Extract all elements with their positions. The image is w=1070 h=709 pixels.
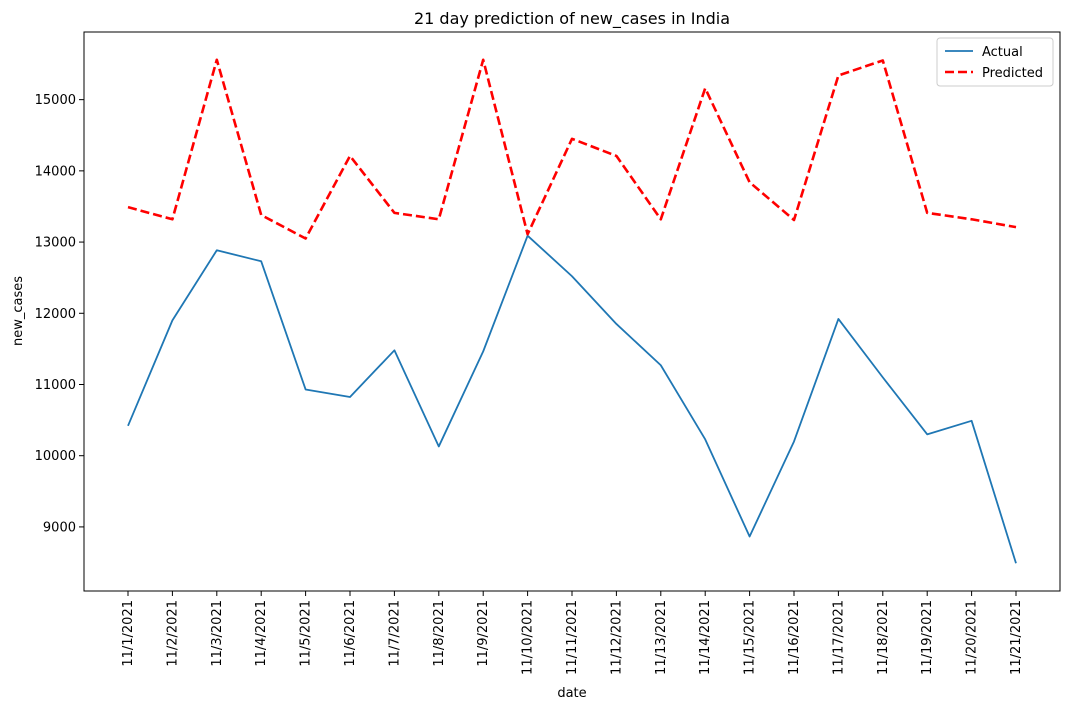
x-tick-label: 11/10/2021 (521, 600, 536, 675)
x-tick-label: 11/2/2021 (165, 600, 180, 667)
y-tick-label: 13000 (35, 236, 76, 251)
x-tick-label: 11/6/2021 (343, 600, 358, 667)
x-tick-label: 11/19/2021 (920, 600, 935, 675)
series-line-actual (127, 234, 1017, 564)
x-axis: 11/1/2021 11/2/2021 11/3/2021 11/4/2021 11/5… (121, 591, 1024, 675)
legend-label-predicted: Predicted (982, 66, 1043, 81)
y-axis-label: new_cases (11, 276, 26, 346)
x-axis-label: date (557, 686, 586, 701)
y-tick-label: 10000 (35, 449, 76, 464)
x-tick-label: 11/15/2021 (743, 600, 758, 675)
x-tick-label: 11/3/2021 (210, 600, 225, 667)
series-group (127, 58, 1017, 564)
x-tick-label: 11/14/2021 (698, 600, 713, 675)
plot-area (83, 31, 1061, 592)
x-tick-label: 11/4/2021 (254, 600, 269, 667)
x-tick-label: 11/16/2021 (787, 600, 802, 675)
x-tick-label: 11/1/2021 (121, 600, 136, 667)
chart-title: 21 day prediction of new_cases in India (414, 9, 730, 29)
legend-label-actual: Actual (982, 45, 1023, 60)
y-tick-label: 15000 (35, 93, 76, 108)
y-tick-label: 9000 (43, 520, 76, 535)
x-tick-label: 11/7/2021 (387, 600, 402, 667)
x-tick-label: 11/13/2021 (654, 600, 669, 675)
x-tick-label: 11/5/2021 (299, 600, 314, 667)
x-tick-label: 11/17/2021 (831, 600, 846, 675)
y-tick-label: 12000 (35, 307, 76, 322)
x-tick-label: 11/20/2021 (965, 600, 980, 675)
x-tick-label: 11/18/2021 (876, 600, 891, 675)
y-tick-label: 11000 (35, 378, 76, 393)
y-axis: 9000 10000 11000 12000 13000 14000 15000 (35, 93, 84, 535)
x-tick-label: 11/21/2021 (1009, 600, 1024, 675)
plot-frame (83, 31, 1061, 592)
x-tick-label: 11/12/2021 (609, 600, 624, 675)
x-tick-label: 11/11/2021 (565, 600, 580, 675)
x-tick-label: 11/9/2021 (476, 600, 491, 667)
y-tick-label: 14000 (35, 164, 76, 179)
legend: Actual Predicted (936, 37, 1054, 87)
x-tick-label: 11/8/2021 (432, 600, 447, 667)
series-line-predicted (127, 58, 1017, 240)
legend-box (936, 37, 1054, 87)
